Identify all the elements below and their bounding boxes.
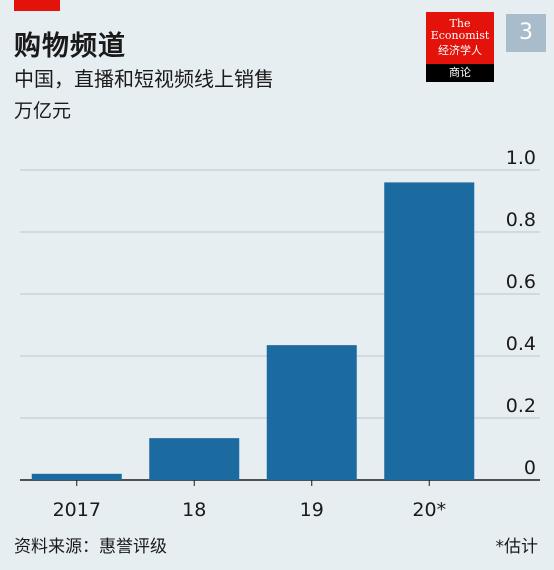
bar <box>266 345 357 480</box>
y-tick-label: 0.8 <box>506 209 536 231</box>
y-tick-label: 1.0 <box>506 147 536 169</box>
chart-number-badge: 3 <box>506 14 546 52</box>
x-tick-label: 20* <box>412 499 446 521</box>
logo-line-4: 商论 <box>426 64 494 82</box>
label-layer: 0 0.2 0.4 0.6 0.8 1.0 2017 18 19 20* <box>53 147 536 521</box>
accent-tab <box>14 0 60 11</box>
y-tick-label: 0.6 <box>506 271 536 293</box>
y-tick-label: 0.4 <box>506 333 536 355</box>
bar-layer <box>31 182 475 480</box>
unit-label: 万亿元 <box>14 100 72 122</box>
economist-logo: The Economist 经济学人 商论 <box>426 12 494 82</box>
x-tick-label: 18 <box>182 499 206 521</box>
logo-line-2: Economist <box>430 29 490 42</box>
y-tick-label: 0.2 <box>506 395 536 417</box>
logo-line-1: The <box>449 17 471 30</box>
bar <box>384 182 475 480</box>
chart-title: 购物频道 <box>14 31 126 62</box>
source-note: 资料来源：惠誉评级 <box>14 537 167 557</box>
estimate-note: *估计 <box>495 537 539 557</box>
bar <box>149 438 240 480</box>
y-tick-label: 0 <box>524 457 536 479</box>
logo-line-3: 经济学人 <box>438 44 482 57</box>
x-tick-label: 2017 <box>53 499 101 521</box>
x-tick-label: 19 <box>300 499 324 521</box>
chart-subtitle: 中国，直播和短视频线上销售 <box>14 67 274 91</box>
bar <box>31 473 122 480</box>
